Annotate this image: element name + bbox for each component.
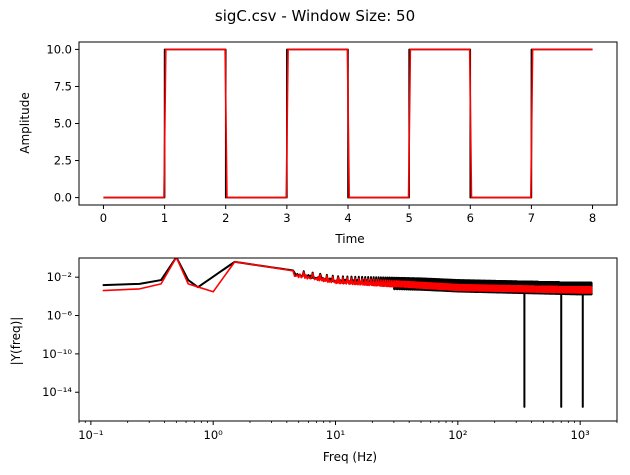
time-y-tick-label: 2.5 [54, 154, 72, 168]
freq-x-tick-label: 10⁰ [204, 428, 224, 442]
freq-y-tick-label: 10⁻² [47, 270, 72, 284]
time-x-tick-label: 5 [405, 211, 412, 225]
freq-x-axis-label: Freq (Hz) [323, 450, 377, 464]
freq-y-tick-label: 10⁻¹⁴ [42, 385, 72, 399]
time-domain-axes: Time Amplitude 0 1 2 3 4 5 6 7 8 0.0 2.5 5.0 7.5 10.0 [18, 41, 618, 246]
time-x-tick-label: 1 [161, 211, 168, 225]
freq-y-axis-label: |Y(freq)| [9, 317, 23, 366]
time-y-tick-label: 0.0 [54, 191, 72, 205]
time-x-tick-label: 3 [283, 211, 290, 225]
freq-x-tick-label: 10³ [571, 428, 591, 442]
time-x-tick-label: 8 [589, 211, 596, 225]
time-x-axis-label: Time [334, 232, 364, 246]
freq-x-tick-label: 10¹ [326, 428, 345, 442]
freq-x-tick-label: 10⁻¹ [78, 428, 103, 442]
time-y-axis-label: Amplitude [18, 92, 32, 154]
figure-title: sigC.csv - Window Size: 50 [215, 7, 415, 25]
time-y-tick-label: 7.5 [54, 79, 72, 93]
freq-x-tick-label: 10² [448, 428, 467, 442]
time-x-tick-label: 0 [100, 211, 107, 225]
freq-y-tick-label: 10⁻⁶ [47, 309, 73, 323]
frequency-domain-axes: Freq (Hz) |Y(freq)| 10⁻¹ 10⁰ 10¹ 10² 10³ 10⁻¹… [9, 257, 618, 464]
time-y-tick-label: 5.0 [54, 117, 72, 131]
time-x-tick-label: 2 [222, 211, 229, 225]
time-x-tick-label: 7 [528, 211, 535, 225]
freq-plot-frame [78, 257, 618, 422]
time-y-tick-label: 10.0 [46, 42, 72, 56]
time-x-tick-label: 6 [467, 211, 474, 225]
time-series-filtered-line [103, 48, 593, 199]
freq-y-tick-label: 10⁻¹⁰ [42, 347, 72, 361]
spectrum-filtered-line [102, 258, 593, 294]
time-x-tick-label: 4 [344, 211, 351, 225]
